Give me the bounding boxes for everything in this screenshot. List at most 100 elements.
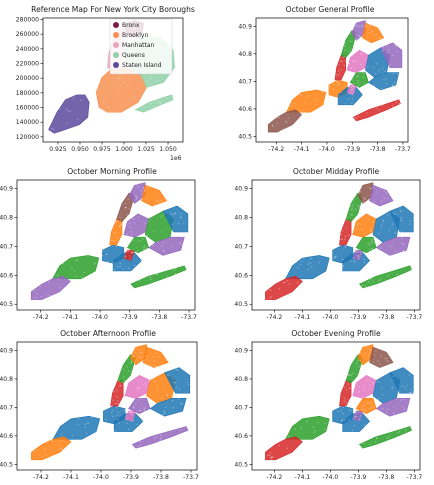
staten-n-region (285, 415, 330, 440)
x-tick-label: -73.9 (351, 474, 367, 481)
scatter-point (394, 250, 397, 252)
scatter-point (345, 227, 347, 229)
manhattan-l-region (334, 54, 347, 81)
scatter-point (171, 399, 173, 402)
scatter-point (347, 217, 349, 219)
scatter-point (388, 435, 390, 438)
scatter-point (156, 200, 158, 202)
scatter-point (186, 381, 189, 384)
scatter-point (366, 112, 368, 114)
scatter-point (364, 25, 367, 27)
scatter-point (134, 351, 136, 354)
x-axis-ticks: -74.2 -74.1 -74.0 -73.9 -73.8 -73.7 (33, 310, 197, 321)
scatter-point (359, 352, 362, 354)
scatter-point (131, 252, 134, 254)
scatter-point (405, 429, 407, 431)
y-tick-label: 220000 (16, 60, 39, 67)
scatter-point (356, 224, 359, 226)
scatter-point (157, 101, 159, 103)
scatter-point (396, 273, 398, 276)
scatter-point (67, 110, 69, 112)
scatter-point (85, 432, 88, 434)
scatter-point (367, 379, 369, 381)
scatter-point (349, 92, 351, 94)
scatter-point (382, 219, 384, 221)
scatter-point (139, 441, 141, 443)
y-tick-label: 40.9 (0, 186, 13, 193)
scatter-point (352, 372, 354, 375)
scatter-point (141, 193, 143, 195)
scatter-point (349, 91, 352, 94)
scatter-point (355, 415, 357, 417)
scatter-point (139, 409, 142, 412)
scatter-point (329, 85, 331, 87)
scatter-point (284, 281, 286, 284)
scatter-point (359, 224, 362, 226)
bronx-e-region (362, 22, 385, 44)
y-tick-label: 40.6 (234, 272, 248, 279)
scatter-point (103, 101, 105, 103)
scatter-point (381, 394, 384, 396)
scatter-point (361, 396, 364, 399)
scatter-point (83, 271, 85, 273)
scatter-point (352, 204, 354, 206)
scatter-point (267, 454, 269, 456)
scatter-point (360, 64, 362, 66)
scatter-point (385, 412, 387, 414)
scatter-point (171, 245, 173, 248)
scatter-point (125, 84, 128, 87)
scatter-point (270, 458, 273, 460)
scatter-point (355, 208, 357, 210)
scatter-point (52, 128, 55, 131)
scatter-point (137, 250, 139, 252)
scatter-point (172, 214, 175, 216)
scatter-point (400, 211, 403, 213)
scatter-point (336, 74, 338, 76)
scatter-point (140, 357, 143, 359)
x-tick-label: -74.2 (33, 314, 49, 321)
scatter-point (141, 398, 143, 400)
scatter-point (126, 233, 129, 235)
scatter-point (379, 247, 382, 249)
x-tick-label: -73.7 (407, 314, 423, 321)
scatter-point (133, 264, 136, 267)
scatter-point (119, 414, 121, 416)
scatter-point (410, 388, 412, 391)
scatter-point (355, 117, 357, 120)
scatter-point (340, 410, 342, 412)
scatter-point (353, 60, 355, 63)
general-profile-panel: October General Profile -74.2 -74.1 -74.0-… (238, 5, 411, 153)
scatter-point (369, 443, 371, 445)
scatter-point (163, 413, 165, 415)
scatter-point (69, 110, 71, 112)
scatter-point (150, 394, 152, 396)
brooklyn-c-region (112, 252, 143, 272)
scatter-point (384, 70, 386, 73)
scatter-point (398, 430, 401, 433)
scatter-point (364, 424, 366, 426)
scatter-point (309, 262, 312, 264)
manhattan-l-region (339, 218, 352, 246)
scatter-point (356, 250, 358, 252)
queens-s-region (149, 397, 187, 417)
scatter-point (57, 278, 59, 280)
legend-marker (113, 52, 119, 58)
scatter-point (271, 456, 273, 458)
scatter-point (348, 62, 350, 65)
plot-marks (267, 20, 403, 133)
scatter-point (157, 196, 159, 198)
scatter-point (385, 77, 387, 80)
scatter-point (351, 207, 353, 209)
scatter-point (105, 253, 107, 255)
scatter-point (119, 385, 121, 387)
x-axis-ticks: 0.925 0.950 0.975 1.000 1.025 1.050 (49, 142, 177, 153)
scatter-point (128, 370, 130, 372)
scatter-point (269, 289, 271, 291)
scatter-point (343, 64, 345, 67)
scatter-point (269, 454, 271, 457)
scatter-point (45, 293, 47, 296)
scatter-point (355, 411, 357, 414)
scatter-point (401, 242, 403, 244)
scatter-point (348, 374, 351, 376)
scatter-point (338, 70, 340, 72)
